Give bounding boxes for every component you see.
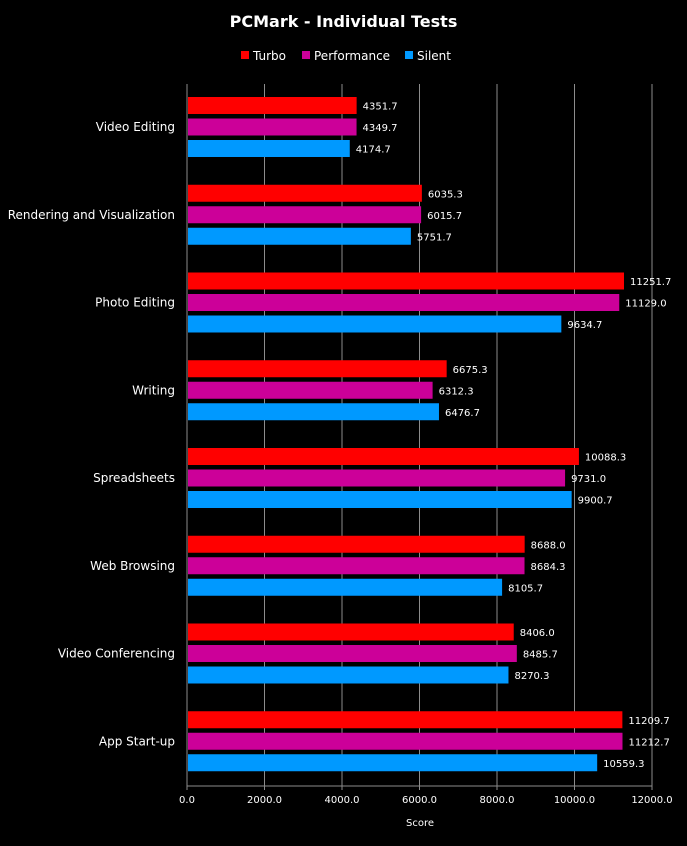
category-label: Writing bbox=[132, 383, 175, 397]
category-label: Web Browsing bbox=[90, 559, 175, 573]
category-label: App Start-up bbox=[99, 734, 175, 748]
axes: 0.0 2000.0 4000.0 6000.0 8000.0 10000.0 12000.… bbox=[179, 84, 673, 806]
bar bbox=[188, 732, 623, 750]
data-label: 8688.0 bbox=[531, 540, 566, 551]
category-label: Spreadsheets bbox=[93, 471, 175, 485]
bar bbox=[188, 118, 357, 136]
x-axis-title: Score bbox=[406, 818, 434, 829]
x-tick-label: 2000.0 bbox=[247, 795, 282, 806]
bar bbox=[188, 645, 517, 662]
data-label: 5751.7 bbox=[417, 232, 452, 243]
bar bbox=[188, 294, 620, 311]
data-label: 11212.7 bbox=[628, 737, 669, 748]
data-label: 6675.3 bbox=[453, 365, 488, 376]
legend-label: Performance bbox=[314, 49, 390, 63]
category-label: Video Editing bbox=[96, 120, 175, 134]
data-label: 4174.7 bbox=[356, 145, 391, 156]
data-label: 9900.7 bbox=[578, 496, 613, 507]
x-tick-label: 10000.0 bbox=[554, 795, 595, 806]
data-label: 8684.3 bbox=[531, 562, 566, 573]
chart-title: PCMark - Individual Tests bbox=[230, 12, 458, 31]
bar bbox=[188, 381, 433, 399]
legend-swatch bbox=[302, 51, 310, 59]
data-label: 8485.7 bbox=[523, 650, 558, 661]
data-label: 11251.7 bbox=[630, 277, 671, 288]
data-label: 10088.3 bbox=[585, 453, 626, 464]
bar bbox=[188, 360, 447, 378]
legend-label: Turbo bbox=[252, 49, 286, 63]
category-label: Photo Editing bbox=[95, 296, 175, 310]
data-label: 6312.3 bbox=[439, 386, 474, 397]
x-tick-label: 0.0 bbox=[179, 795, 195, 806]
data-label: 8270.3 bbox=[514, 671, 549, 682]
data-label: 8406.0 bbox=[520, 628, 555, 639]
bar bbox=[188, 315, 562, 333]
x-tick-label: 12000.0 bbox=[631, 795, 672, 806]
legend: Turbo Performance Silent bbox=[241, 49, 451, 63]
data-label: 6015.7 bbox=[427, 211, 462, 222]
bar bbox=[188, 469, 566, 487]
category-label: Rendering and Visualization bbox=[8, 208, 175, 222]
legend-swatch bbox=[241, 51, 249, 59]
data-label: 9634.7 bbox=[567, 320, 602, 331]
data-label: 9731.0 bbox=[571, 474, 606, 485]
bar bbox=[188, 272, 625, 290]
legend-label: Silent bbox=[417, 49, 451, 63]
bar bbox=[188, 491, 572, 508]
bar bbox=[188, 227, 411, 245]
data-label: 4351.7 bbox=[363, 102, 398, 113]
data-label: 6035.3 bbox=[428, 189, 463, 200]
bar bbox=[188, 557, 525, 575]
bar bbox=[188, 623, 514, 641]
bar bbox=[188, 140, 350, 157]
data-label: 6476.7 bbox=[445, 408, 480, 419]
bar bbox=[188, 403, 439, 421]
bar bbox=[188, 206, 422, 224]
x-tick-label: 8000.0 bbox=[480, 795, 515, 806]
bar bbox=[188, 666, 509, 684]
bar bbox=[188, 578, 503, 596]
bars: 4351.7 4349.7 4174.7 Video Editing 6035.3 601… bbox=[8, 97, 671, 772]
data-label: 10559.3 bbox=[603, 759, 644, 770]
bar bbox=[188, 711, 623, 729]
data-label: 11209.7 bbox=[628, 716, 669, 727]
data-label: 8105.7 bbox=[508, 583, 543, 594]
bar bbox=[188, 184, 422, 202]
x-tick-label: 4000.0 bbox=[325, 795, 360, 806]
bar bbox=[188, 535, 525, 553]
legend-swatch bbox=[405, 51, 413, 59]
bar bbox=[188, 754, 598, 772]
bar bbox=[188, 97, 357, 114]
bar bbox=[188, 448, 579, 465]
data-label: 11129.0 bbox=[625, 299, 666, 310]
x-tick-label: 6000.0 bbox=[402, 795, 437, 806]
category-label: Video Conferencing bbox=[58, 647, 175, 661]
data-label: 4349.7 bbox=[363, 123, 398, 134]
